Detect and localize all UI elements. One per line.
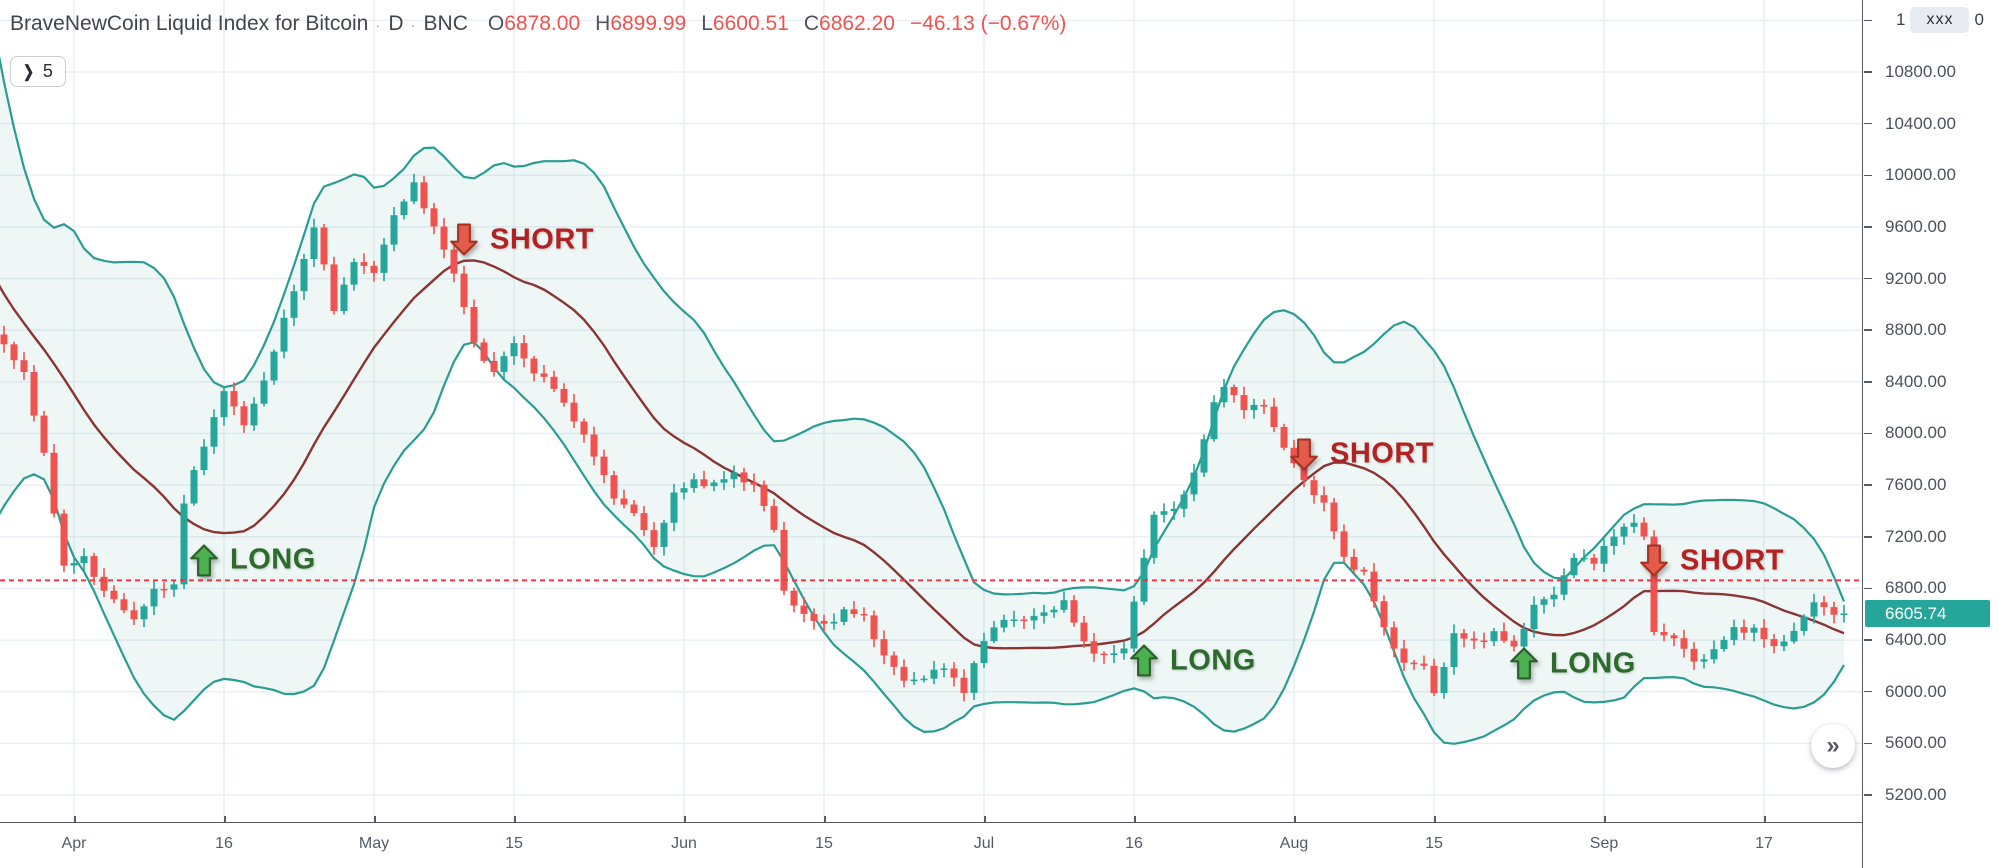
time-tick-label: 15	[1425, 835, 1443, 852]
price-tick-label: 6800.00	[1885, 578, 1947, 598]
price-tick-mark	[1864, 794, 1872, 796]
ohlc-readout: O6878.00 H6899.99 L6600.51 C6862.20 −46.…	[488, 12, 1067, 36]
hidden-indicators-count: 5	[42, 61, 53, 81]
interval-label[interactable]: D	[388, 12, 404, 35]
redaction-sticker: xxx	[1910, 7, 1970, 33]
chart-plot-area[interactable]: LONG SHORT LONG SHORT LONG SHORT	[0, 0, 1862, 822]
price-tick-label: 5600.00	[1885, 733, 1947, 753]
price-tick-mark	[1864, 381, 1872, 383]
price-tick-label: 6400.00	[1885, 630, 1947, 650]
price-tick-mark	[1864, 19, 1872, 22]
censored-top-tick: 1 xxx 0	[1896, 7, 1984, 33]
price-tick-label: 8400.00	[1885, 371, 1947, 391]
time-tick-label: 16	[215, 835, 233, 852]
separator-dot: ·	[375, 17, 381, 34]
indicators-collapse-button[interactable]: ❯ 5	[10, 56, 66, 87]
censored-tick-suffix: 0	[1974, 10, 1984, 29]
price-tick-label: 9200.00	[1885, 268, 1947, 288]
symbol-title[interactable]: BraveNewCoin Liquid Index for Bitcoin	[10, 12, 369, 35]
price-tick-label: 5200.00	[1885, 784, 1947, 804]
feed-label: BNC	[423, 12, 468, 35]
price-tick-mark	[1864, 432, 1872, 435]
time-tick-label: Jun	[671, 835, 697, 852]
time-tick-mark	[374, 816, 376, 823]
price-tick-label: 10400.00	[1885, 113, 1956, 133]
time-tick-mark	[74, 816, 76, 823]
price-tick-mark	[1864, 587, 1872, 590]
scroll-to-recent-button[interactable]: »	[1811, 724, 1855, 768]
time-tick-mark	[984, 816, 986, 823]
price-tick-label: 8800.00	[1885, 320, 1947, 340]
price-tick-mark	[1864, 226, 1872, 228]
time-tick-mark	[1764, 816, 1766, 823]
high-label: H	[595, 12, 611, 35]
time-tick-mark	[1604, 816, 1606, 823]
censored-tick-prefix: 1	[1896, 10, 1906, 29]
price-tick-label: 8000.00	[1885, 423, 1947, 443]
price-tick-label: 9600.00	[1885, 216, 1947, 236]
time-tick-label: 16	[1125, 835, 1143, 852]
high-value: 6899.99	[610, 12, 687, 35]
separator-dot: ·	[410, 17, 416, 34]
close-value: 6862.20	[819, 12, 895, 35]
price-tick-mark	[1864, 742, 1872, 745]
close-label: C	[803, 12, 820, 35]
price-tick-label: 7200.00	[1885, 526, 1947, 546]
price-tick-label: 6000.00	[1885, 681, 1947, 701]
price-tick-mark	[1864, 639, 1872, 641]
time-tick-mark	[824, 816, 826, 823]
time-tick-mark	[1434, 816, 1436, 823]
low-label: L	[701, 12, 713, 35]
chevron-right-icon: ❯	[23, 61, 34, 81]
price-axis[interactable]: 1 xxx 0 6605.74 10800.00 10400.00 10000.00…	[1862, 0, 1999, 868]
price-tick-mark	[1864, 277, 1872, 280]
price-tick-mark	[1864, 536, 1872, 538]
time-tick-label: Aug	[1279, 835, 1309, 852]
symbol-header: BraveNewCoin Liquid Index for Bitcoin · …	[10, 12, 1066, 36]
time-tick-mark	[224, 816, 226, 823]
low-value: 6600.51	[712, 12, 789, 35]
time-tick-label: Apr	[61, 835, 87, 852]
open-value: 6878.00	[504, 12, 581, 35]
double-chevron-right-icon: »	[1826, 732, 1840, 759]
time-tick-mark	[1134, 816, 1136, 823]
time-tick-label: May	[358, 835, 390, 852]
price-tick-label: 7600.00	[1885, 475, 1947, 495]
time-axis[interactable]: Apr 16 May 15 Jun 15 Jul 16 Aug 15 Sep 17	[0, 816, 1999, 868]
candlestick-chart	[0, 0, 1862, 822]
time-tick-label: 17	[1755, 835, 1773, 852]
price-tick-mark	[1864, 690, 1872, 693]
time-tick-label: Jul	[973, 835, 995, 852]
time-tick-label: Sep	[1589, 835, 1619, 852]
change-value: −46.13 (−0.67%)	[909, 12, 1067, 35]
time-tick-mark	[684, 816, 686, 823]
price-tick-mark	[1864, 174, 1872, 177]
price-tick-mark	[1864, 484, 1872, 486]
price-tick-mark	[1864, 122, 1872, 125]
open-label: O	[487, 12, 505, 35]
price-tick-label: 10800.00	[1885, 62, 1956, 81]
price-tick-mark	[1864, 71, 1872, 73]
last-price-label: 6605.74	[1865, 600, 1990, 627]
time-tick-label: 15	[505, 835, 523, 852]
time-tick-label: 15	[815, 835, 833, 852]
price-tick-mark	[1864, 329, 1872, 331]
time-tick-mark	[514, 816, 516, 823]
time-tick-mark	[1294, 816, 1296, 823]
price-tick-label: 10000.00	[1885, 165, 1956, 185]
